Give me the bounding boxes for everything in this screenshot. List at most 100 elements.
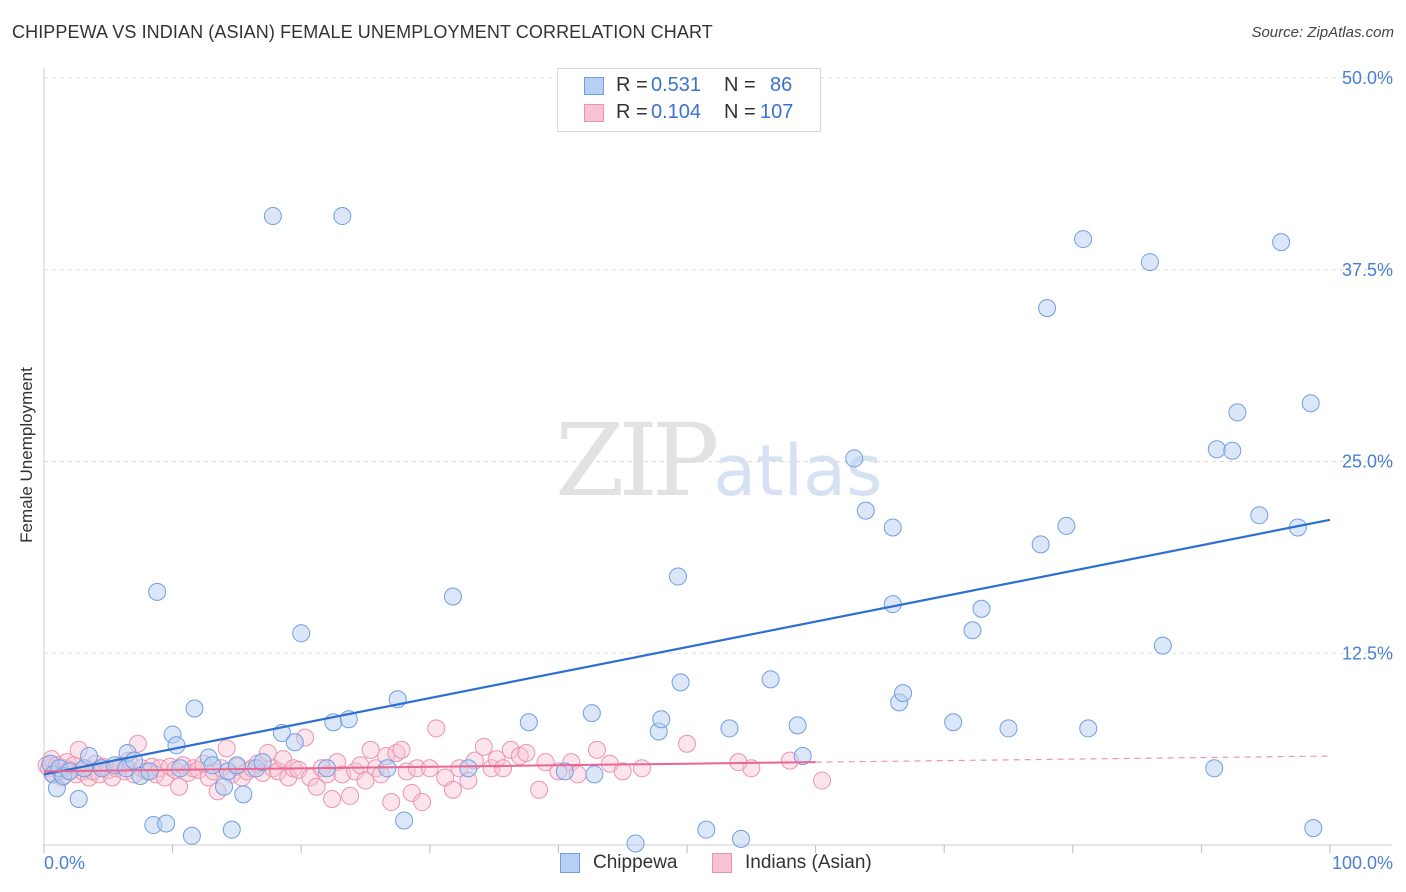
- indian-asian-point: [517, 743, 536, 762]
- chippewa-point: [292, 624, 311, 643]
- legend-r-value: 0.104: [651, 101, 702, 123]
- chippewa-point: [1223, 441, 1242, 460]
- chippewa-point: [582, 704, 601, 723]
- chippewa-point: [652, 710, 671, 729]
- chippewa-point: [157, 814, 176, 833]
- indian-asian-point: [392, 740, 411, 759]
- chippewa-point: [333, 207, 352, 226]
- indian-asian-point: [813, 771, 832, 790]
- x-tick-label-min: 0.0%: [44, 853, 85, 873]
- chippewa-point: [999, 719, 1018, 738]
- chippewa-point: [443, 587, 462, 606]
- chippewa-point: [555, 762, 574, 781]
- chippewa-point: [1031, 535, 1050, 554]
- indian-asian-point: [402, 783, 421, 802]
- chippewa-point: [845, 449, 864, 468]
- watermark: ZIPatlas: [555, 402, 882, 519]
- chippewa-point: [1272, 233, 1291, 252]
- chippewa-point: [167, 736, 186, 755]
- indian-asian-point: [387, 743, 406, 762]
- indian-swatch: [584, 104, 604, 122]
- chippewa-swatch: [560, 853, 580, 873]
- chippewa-points: [41, 207, 1323, 853]
- chippewa-point: [1038, 299, 1057, 318]
- chippewa-point: [171, 759, 190, 778]
- indian-asian-point: [443, 780, 462, 799]
- chippewa-point: [793, 747, 812, 766]
- chippewa-point: [1079, 719, 1098, 738]
- trend-lines: [43, 518, 1331, 776]
- chippewa-point: [668, 567, 687, 586]
- indian-asian-point: [323, 789, 342, 808]
- chippewa-point: [148, 582, 167, 601]
- watermark-atlas: atlas: [713, 430, 883, 512]
- indian-asian-point: [474, 737, 493, 756]
- chippewa-trend-line: [43, 518, 1331, 776]
- chippewa-point: [1074, 230, 1093, 249]
- chippewa-point: [185, 699, 204, 718]
- chippewa-point: [697, 820, 716, 839]
- chippewa-point: [732, 829, 751, 848]
- indian-swatch: [712, 853, 732, 873]
- legend-n-value: 107: [760, 101, 794, 123]
- indian-asian-point: [170, 777, 189, 796]
- y-tick-label: 50.0%: [1342, 68, 1393, 88]
- indian-asian-point: [487, 750, 506, 769]
- chippewa-point: [69, 789, 88, 808]
- legend-label-chippewa: Chippewa: [593, 852, 678, 873]
- legend-r-value: 0.531: [651, 74, 702, 96]
- indian-asian-point: [413, 793, 432, 812]
- chippewa-point: [894, 684, 913, 703]
- chippewa-point: [1228, 403, 1247, 422]
- indian-asian-point: [530, 780, 549, 799]
- chippewa-point: [1140, 253, 1159, 272]
- chippewa-point: [1207, 440, 1226, 459]
- chippewa-point: [671, 673, 690, 692]
- legend-row-indian: R = 0.104 N = 107: [558, 101, 820, 127]
- chippewa-point: [972, 599, 991, 618]
- chippewa-point: [1057, 516, 1076, 535]
- indian-asian-point: [613, 762, 632, 781]
- legend-row-chippewa: R = 0.531 N = 86: [558, 74, 820, 100]
- y-tick-label: 12.5%: [1342, 643, 1393, 663]
- indian-asian-point: [494, 759, 513, 778]
- y-tick-label: 25.0%: [1342, 452, 1393, 472]
- chippewa-point: [1301, 394, 1320, 413]
- chippewa-point: [1250, 506, 1269, 525]
- indian-asian-point: [382, 793, 401, 812]
- chippewa-point: [285, 733, 304, 752]
- indian-asian-point: [361, 740, 380, 759]
- chippewa-point: [80, 747, 99, 766]
- chippewa-point: [963, 621, 982, 640]
- indian-asian-point: [587, 740, 606, 759]
- chippewa-point: [222, 820, 241, 839]
- indian-asian-points: [37, 719, 832, 812]
- chippewa-point: [395, 811, 414, 830]
- chippewa-point: [1205, 759, 1224, 778]
- legend-n-label: N =: [724, 74, 756, 96]
- chippewa-point: [788, 716, 807, 735]
- indian-asian-point: [420, 759, 439, 778]
- indian-asian-point: [407, 759, 426, 778]
- chippewa-point: [883, 518, 902, 537]
- chippewa-point: [944, 713, 963, 732]
- indian-asian-point: [351, 756, 370, 775]
- watermark-zip: ZIP: [555, 402, 719, 519]
- chippewa-point: [182, 826, 201, 845]
- source-label: Source: ZipAtlas.com: [1251, 24, 1394, 41]
- legend-r-label: R =: [616, 101, 648, 123]
- indian-asian-point: [632, 759, 651, 778]
- chippewa-point: [856, 501, 875, 520]
- chippewa-point: [215, 777, 234, 796]
- chippewa-point: [203, 756, 222, 775]
- indian-asian-point: [217, 739, 236, 758]
- chippewa-point: [519, 713, 538, 732]
- legend-label-indian: Indians (Asian): [745, 852, 872, 873]
- chippewa-point: [1153, 636, 1172, 655]
- chart-title: CHIPPEWA VS INDIAN (ASIAN) FEMALE UNEMPL…: [12, 22, 713, 42]
- chippewa-point: [626, 834, 645, 853]
- chippewa-point: [227, 756, 246, 775]
- indian-asian-trend-extension: [815, 755, 1331, 763]
- indian-asian-point: [356, 771, 375, 790]
